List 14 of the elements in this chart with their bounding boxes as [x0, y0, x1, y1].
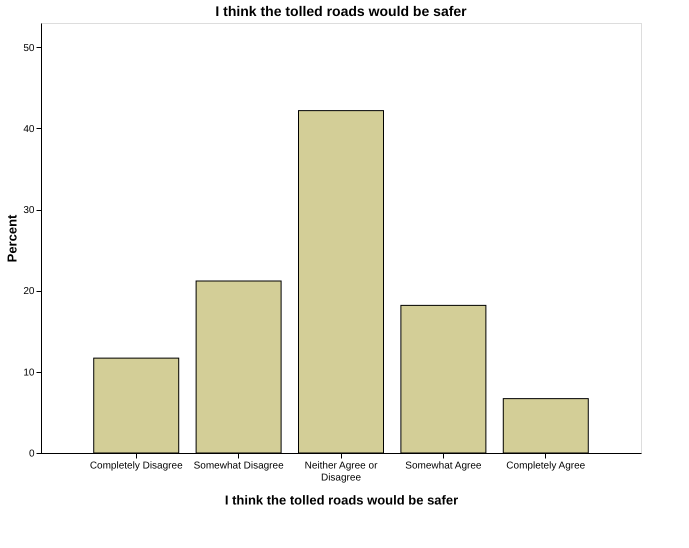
x-tick-label: Somewhat Agree	[405, 460, 482, 472]
y-tick-label: 30	[23, 205, 35, 216]
x-tick-label: Completely Agree	[506, 460, 586, 472]
y-tick-label: 0	[28, 448, 35, 460]
chart-title: I think the tolled roads would be safer	[215, 3, 468, 19]
y-tick-label: 40	[23, 124, 35, 135]
x-tick-label: Completely Disagree	[90, 460, 184, 472]
x-axis-title: I think the tolled roads would be safer	[224, 492, 458, 508]
y-tick-label: 10	[23, 367, 35, 378]
y-axis-title: Percent	[4, 214, 20, 262]
x-tick-label: Somewhat Disagree	[194, 460, 284, 472]
x-tick-label: Neither Agree or Disagree	[304, 460, 378, 484]
y-tick-label: 50	[23, 42, 35, 54]
y-tick-label: 20	[23, 286, 35, 298]
